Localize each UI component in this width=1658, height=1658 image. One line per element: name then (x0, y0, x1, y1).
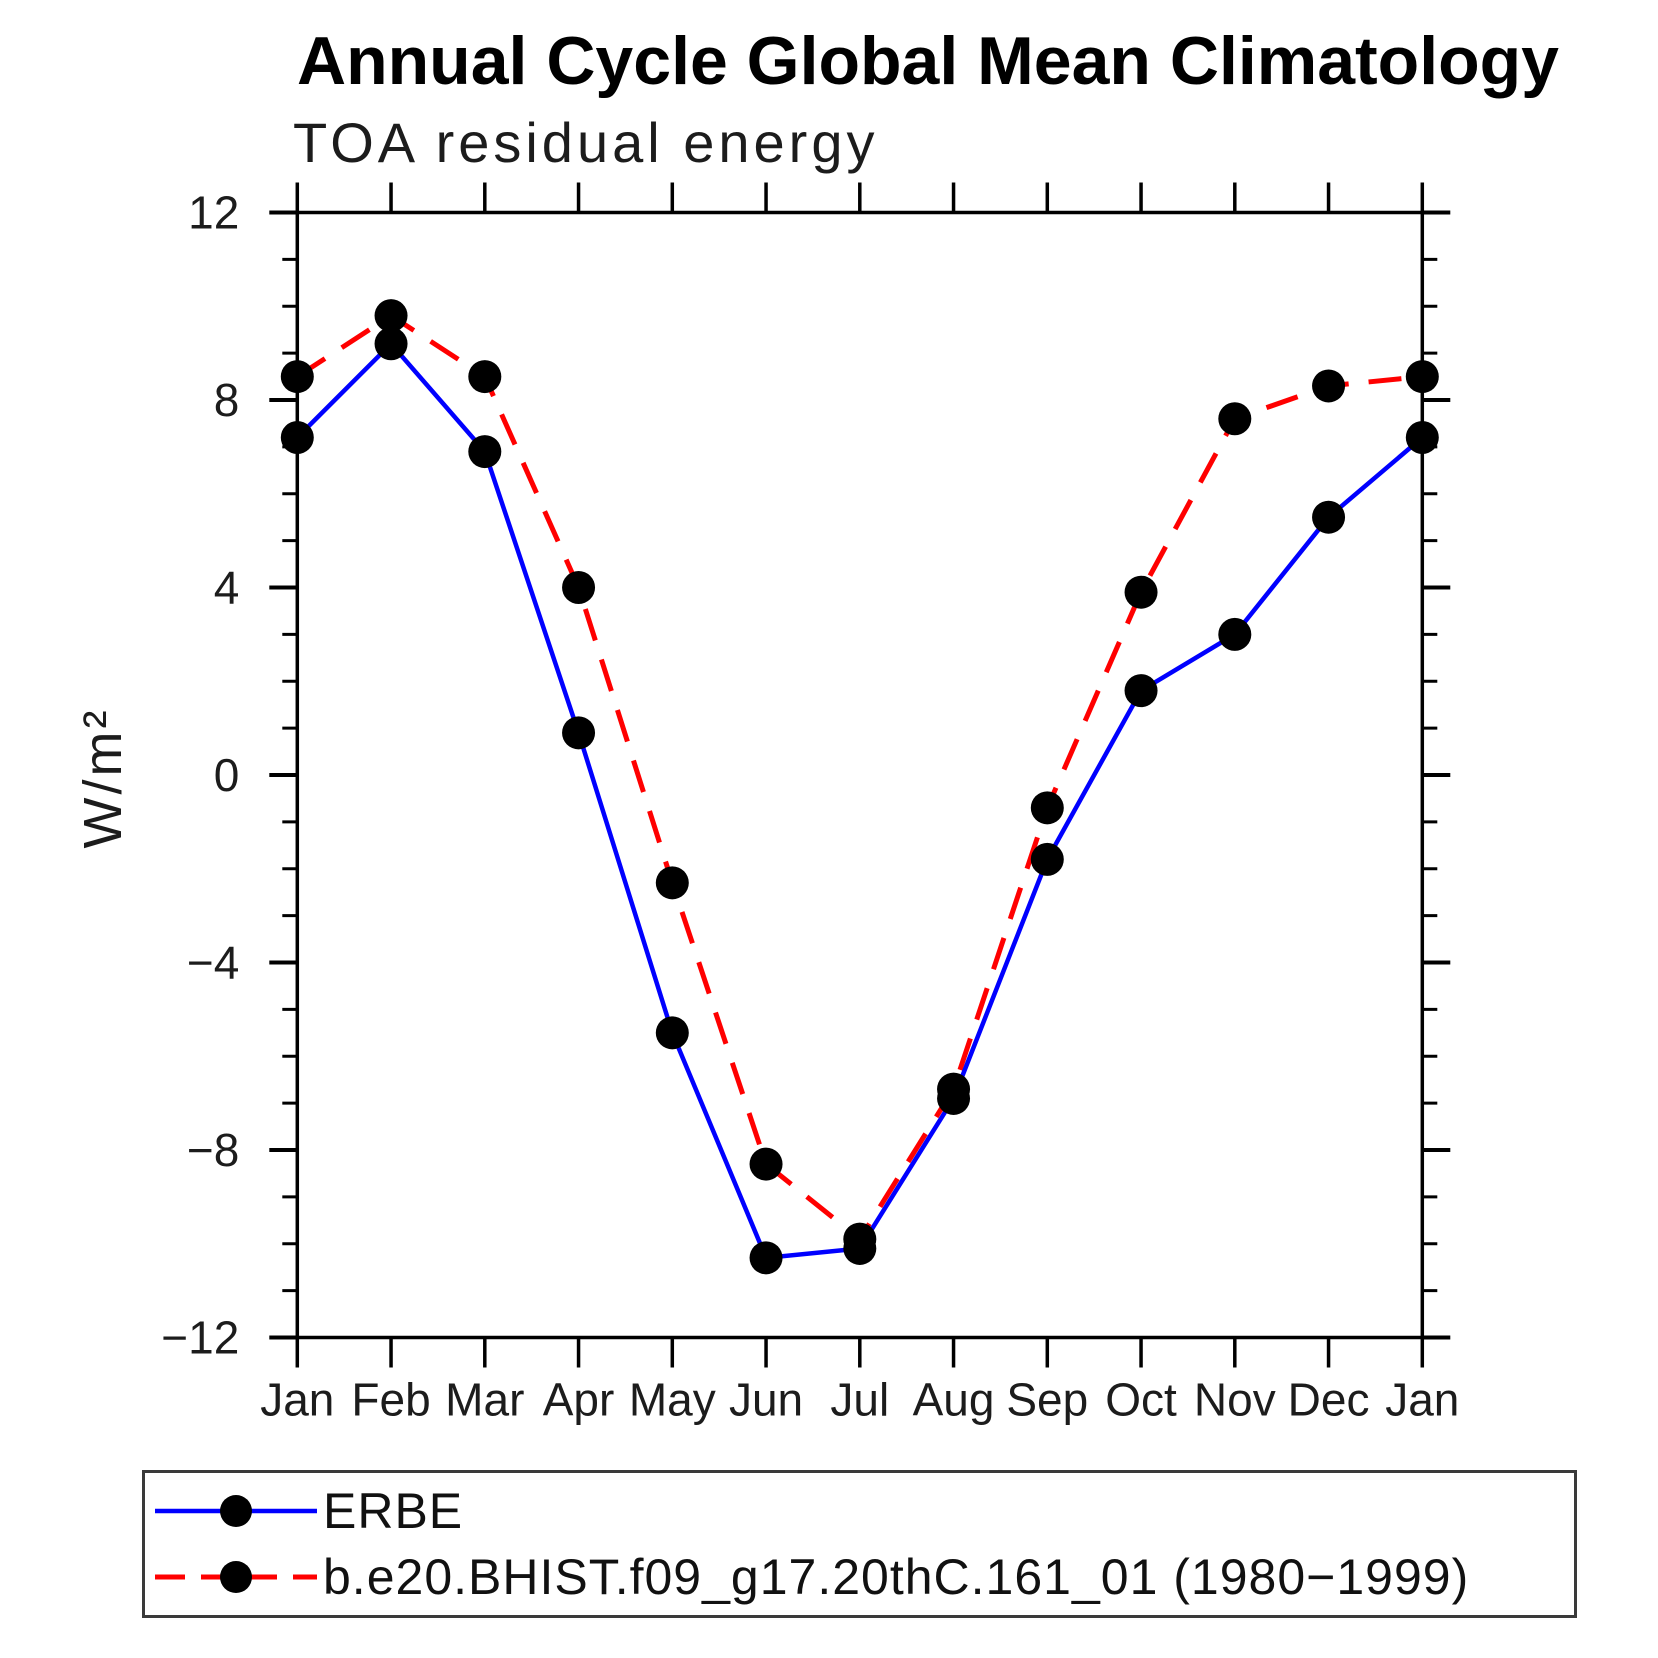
data-point-erbe-1-feb (374, 327, 408, 361)
data-point-erbe-9-oct (1124, 674, 1158, 708)
data-point-erbe-4-may (655, 1016, 689, 1050)
legend-line-sample-erbe (155, 1495, 317, 1527)
x-tick-label: Dec (1288, 1374, 1370, 1426)
data-point-model-2-mar (468, 360, 502, 394)
series-line-erbe (295, 340, 1424, 1261)
y-tick-label: −8 (187, 1124, 239, 1176)
x-tick-label: Oct (1105, 1374, 1177, 1426)
chart-subtitle: TOA residual energy (293, 111, 879, 174)
plot-frame (295, 210, 1425, 1340)
series-line-model (295, 312, 1423, 1243)
data-point-model-5-jun (749, 1147, 783, 1181)
y-tick-label: −4 (187, 937, 239, 989)
x-tick-label: Feb (351, 1374, 430, 1426)
legend: ERBE b.e20.BHIST.f09_g17.20thC.161_01 (1… (142, 1470, 1577, 1618)
legend-marker-model (220, 1561, 252, 1593)
data-point-erbe-8-sep (1030, 842, 1064, 876)
legend-label-model: b.e20.BHIST.f09_g17.20thC.161_01 (1980−1… (323, 1549, 1470, 1605)
data-point-model-11-dec (1312, 369, 1346, 403)
legend-marker-erbe (220, 1495, 252, 1527)
x-tick-label: Nov (1194, 1374, 1276, 1426)
x-tick-label: Jul (830, 1374, 889, 1426)
x-tick-label: Sep (1006, 1374, 1088, 1426)
data-point-erbe-0-jan (280, 421, 314, 454)
data-point-model-3-apr (562, 571, 596, 604)
data-point-model-12-jan (1405, 360, 1439, 394)
x-tick-label: Jan (1385, 1374, 1459, 1426)
y-tick-label: −12 (161, 1312, 239, 1364)
data-point-model-9-oct (1124, 575, 1158, 609)
data-point-erbe-5-jun (749, 1241, 783, 1275)
x-tick-label: Apr (543, 1374, 615, 1426)
data-point-erbe-12-jan (1405, 421, 1439, 454)
data-point-erbe-10-nov (1218, 617, 1252, 651)
x-tick-label: May (629, 1374, 716, 1426)
data-point-model-8-sep (1030, 791, 1064, 825)
data-point-model-0-jan (280, 360, 314, 394)
y-tick-label: 8 (214, 374, 240, 426)
data-point-erbe-3-apr (562, 716, 596, 750)
legend-item-erbe: ERBE (145, 1478, 1574, 1544)
legend-line-sample-model (155, 1561, 317, 1593)
data-point-erbe-11-dec (1312, 500, 1346, 534)
x-tick-label: Aug (913, 1374, 995, 1426)
data-point-model-10-nov (1218, 402, 1252, 436)
x-tick-label: Jun (729, 1374, 803, 1426)
data-point-erbe-2-mar (468, 435, 502, 469)
data-point-model-7-aug (937, 1072, 971, 1106)
y-tick-label: 4 (214, 562, 240, 614)
data-point-model-4-may (655, 866, 689, 900)
legend-item-model: b.e20.BHIST.f09_g17.20thC.161_01 (1980−1… (145, 1544, 1574, 1610)
x-tick-label: Mar (445, 1374, 524, 1426)
y-tick-label: 0 (214, 749, 240, 801)
chart-title: Annual Cycle Global Mean Climatology (297, 23, 1559, 99)
legend-label-erbe: ERBE (323, 1483, 464, 1539)
x-tick-label: Jan (260, 1374, 334, 1426)
data-point-model-6-jul (843, 1222, 877, 1256)
y-tick-label: 12 (188, 187, 239, 239)
data-point-model-1-feb (374, 299, 408, 333)
